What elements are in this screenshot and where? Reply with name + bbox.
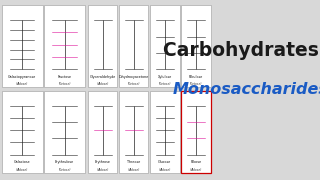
Text: Ribulose: Ribulose (189, 75, 203, 79)
FancyBboxPatch shape (181, 91, 211, 173)
FancyBboxPatch shape (44, 91, 85, 173)
FancyBboxPatch shape (44, 5, 85, 87)
Text: Galactose: Galactose (14, 160, 30, 164)
FancyBboxPatch shape (181, 5, 211, 87)
Text: (Ketose): (Ketose) (127, 82, 140, 86)
FancyBboxPatch shape (2, 91, 43, 173)
Text: (Ketose): (Ketose) (189, 82, 202, 86)
Text: Erythrulose: Erythrulose (55, 160, 74, 164)
Text: (Aldose): (Aldose) (16, 168, 28, 172)
Text: (Aldose): (Aldose) (159, 168, 171, 172)
Text: (Aldose): (Aldose) (190, 168, 202, 172)
Text: Glyceraldehyde: Glyceraldehyde (90, 75, 116, 79)
FancyBboxPatch shape (88, 5, 117, 87)
Text: Ribose: Ribose (190, 160, 202, 164)
Text: (Aldose): (Aldose) (97, 82, 109, 86)
Text: (Aldose): (Aldose) (97, 168, 109, 172)
Text: Galactopyranose: Galactopyranose (8, 75, 36, 79)
FancyBboxPatch shape (119, 91, 148, 173)
Text: Monosaccharides: Monosaccharides (172, 82, 320, 98)
Text: Dihydroxyacetone: Dihydroxyacetone (119, 75, 149, 79)
Text: Threose: Threose (127, 160, 140, 164)
Text: Carbohydrates 2: Carbohydrates 2 (163, 41, 320, 60)
Text: Glucose: Glucose (158, 160, 172, 164)
Text: Erythrose: Erythrose (95, 160, 111, 164)
Text: Xylulose: Xylulose (158, 75, 172, 79)
FancyBboxPatch shape (88, 91, 117, 173)
Text: (Ketose): (Ketose) (58, 82, 71, 86)
Text: (Ketose): (Ketose) (58, 168, 71, 172)
Text: (Ketose): (Ketose) (158, 82, 171, 86)
FancyBboxPatch shape (2, 5, 43, 87)
FancyBboxPatch shape (150, 91, 180, 173)
Text: Fructose: Fructose (58, 75, 72, 79)
Text: (Aldose): (Aldose) (128, 168, 140, 172)
FancyBboxPatch shape (119, 5, 148, 87)
Text: (Aldose): (Aldose) (16, 82, 28, 86)
FancyBboxPatch shape (150, 5, 180, 87)
